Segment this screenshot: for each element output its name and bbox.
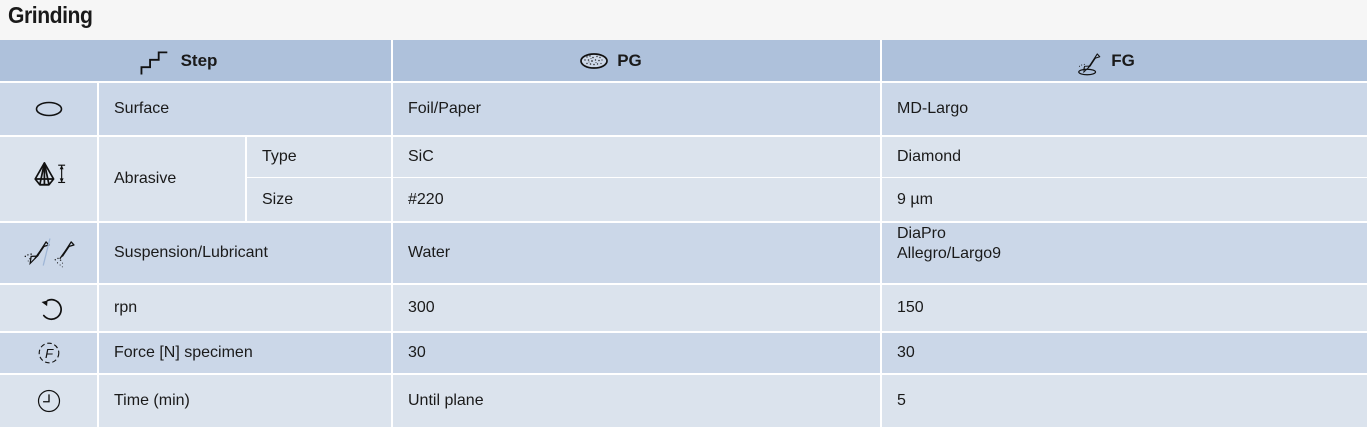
svg-text:F: F	[45, 346, 54, 361]
